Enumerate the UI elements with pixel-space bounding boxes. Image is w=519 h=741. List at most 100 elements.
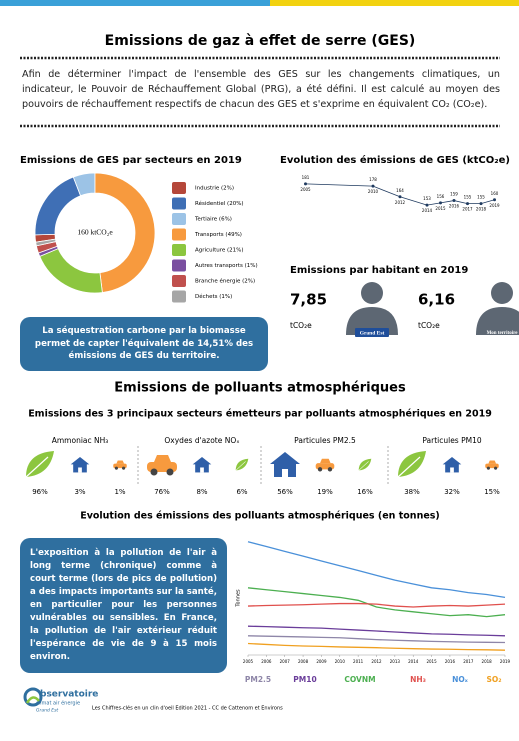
silhouette-head — [491, 282, 513, 304]
legend-label: Résidentiel (20%) — [195, 200, 244, 207]
legend-icon — [172, 259, 186, 272]
legend-label: COVNM — [344, 675, 375, 684]
x-tick-label: 2012 — [371, 659, 382, 664]
x-tick-label: 2008 — [298, 659, 309, 664]
leaf-vein — [25, 456, 49, 478]
series-line — [247, 635, 506, 644]
legend-label: PM10 — [293, 675, 316, 684]
value-label: 156 — [437, 194, 445, 199]
ges-point — [452, 199, 456, 203]
value-label: 178 — [369, 177, 377, 182]
house-roof — [192, 456, 212, 465]
x-tick-label: 2006 — [261, 659, 272, 664]
share-label: 3% — [74, 488, 85, 496]
x-tick-label: 2019 — [500, 659, 511, 664]
section-title: Emissions de polluants atmosphériques — [114, 381, 406, 396]
house-door — [282, 469, 288, 477]
section-title: Evolution des émissions de GES (ktCO₂e) — [280, 154, 510, 166]
car-wheel — [122, 466, 126, 470]
group-title: Oxydes d'azote NOₓ — [164, 436, 239, 445]
value-label: 181 — [302, 175, 310, 180]
legend-label: Tertiaire (6%) — [194, 217, 232, 223]
year-label: 2014 — [422, 208, 433, 213]
car-wheel — [150, 468, 158, 476]
legend-icon — [172, 290, 186, 303]
logo-title: bservatoire — [40, 690, 98, 700]
series-line — [247, 602, 506, 608]
legend-label: Branche énergie (2%) — [195, 278, 255, 285]
silhouette-head — [361, 282, 383, 304]
legend-icon — [172, 182, 186, 194]
x-tick-label: 2016 — [445, 659, 456, 664]
ges-point — [466, 202, 469, 206]
value-label: 164 — [396, 188, 404, 193]
legend-icon — [172, 197, 186, 210]
per-capita-unit: tCO₂e — [418, 321, 440, 330]
car-top — [320, 458, 331, 464]
footer-text: Les Chiffres-clés en un clin d'oeil Edit… — [92, 705, 283, 712]
ges-point — [479, 202, 483, 206]
group-title: Particules PM10 — [422, 436, 482, 445]
donut-slice — [94, 172, 156, 293]
series-line — [247, 625, 506, 637]
per-capita-value: 6,16 — [418, 291, 455, 309]
value-label: 160 — [491, 191, 499, 196]
silhouette-body — [476, 307, 519, 335]
series-line — [247, 642, 506, 651]
x-tick-label: 2018 — [482, 659, 493, 664]
house-door — [78, 467, 82, 473]
x-tick-label: 2014 — [408, 659, 419, 664]
value-label: 155 — [464, 195, 472, 200]
section-title: Evolution des émissions des polluants at… — [80, 511, 440, 522]
y-axis-label: Tonnes — [236, 589, 242, 608]
car-wheel — [114, 466, 118, 470]
x-tick-label: 2015 — [426, 659, 437, 664]
legend-label: Industrie (2%) — [195, 186, 234, 192]
x-tick-label: 2010 — [335, 659, 346, 664]
intro-paragraph: Afin de déterminer l'impact de l'ensembl… — [22, 69, 500, 110]
year-label: 2016 — [449, 204, 460, 209]
x-tick-label: 2011 — [353, 659, 364, 664]
donut-center-label: 160 ktCO₂e — [77, 228, 113, 237]
legend-label: Transports (49%) — [194, 232, 242, 238]
x-tick-label: 2017 — [463, 659, 474, 664]
logo-mark — [23, 687, 43, 707]
ges-point — [371, 184, 375, 188]
house-roof — [270, 452, 300, 464]
group-title: Particules PM2.5 — [294, 436, 356, 445]
car-wheel — [494, 466, 498, 470]
section-title: Emissions par habitant en 2019 — [290, 265, 468, 276]
car-top — [116, 460, 125, 464]
year-label: 2005 — [300, 187, 311, 192]
legend-icon — [172, 244, 186, 256]
label-badge — [355, 328, 389, 337]
legend-label: NH₃ — [410, 675, 426, 684]
house-door — [200, 467, 204, 473]
share-label: 6% — [236, 488, 247, 496]
share-label: 16% — [357, 488, 373, 496]
legend-label: SO₂ — [486, 675, 501, 684]
series-line — [247, 587, 506, 618]
car-wheel — [486, 466, 490, 470]
legend-icon — [172, 213, 186, 225]
per-capita-unit: tCO₂e — [290, 321, 312, 330]
year-label: 2019 — [489, 203, 500, 208]
x-tick-label: 2007 — [280, 659, 291, 664]
ges-point — [304, 182, 307, 186]
logo-region: Grand Est — [36, 708, 58, 714]
top-bar-blue — [0, 0, 270, 6]
car-top — [488, 460, 497, 464]
share-label: 76% — [154, 488, 170, 496]
share-label: 56% — [277, 488, 293, 496]
legend-label: NOₓ — [452, 675, 469, 684]
share-label: 96% — [32, 488, 48, 496]
share-label: 19% — [317, 488, 333, 496]
year-label: 2010 — [368, 189, 379, 194]
group-title: Ammoniac NH₃ — [52, 436, 109, 445]
value-label: 159 — [450, 192, 458, 197]
logo-swoosh — [25, 696, 40, 704]
legend-label: Autres transports (1%) — [195, 263, 258, 269]
value-label: 155 — [477, 195, 485, 200]
